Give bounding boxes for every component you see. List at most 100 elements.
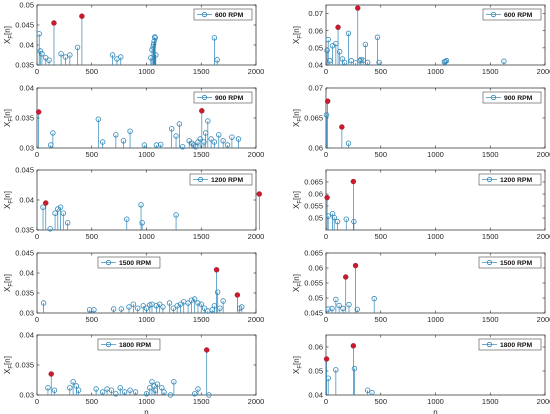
highlight-point	[35, 109, 42, 115]
data-point	[127, 387, 133, 393]
data-point	[93, 386, 99, 392]
data-point	[118, 306, 125, 312]
y-axis-label: XF[n]	[3, 109, 15, 127]
x-tick-label: 1000	[427, 397, 444, 406]
data-point	[46, 57, 52, 63]
y-axis-label-tail: [n]	[3, 109, 12, 118]
chart-r600: 0 500 1000 1500 2000 0.04 0.05 0.06 0.07 XF[n] 600…	[292, 4, 550, 76]
data-point	[325, 306, 331, 312]
legend-marker	[201, 94, 208, 101]
data-point	[160, 304, 166, 310]
y-axis-label-subscript: F	[298, 283, 304, 287]
data-point	[176, 121, 183, 127]
x-tick-label: 0	[35, 315, 39, 324]
x-tick-label: 2000	[537, 315, 550, 324]
data-point	[185, 300, 191, 306]
legend-label: 1200 RPM	[211, 177, 243, 184]
data-point	[217, 305, 223, 311]
y-tick-label: 0.055	[304, 202, 323, 211]
chart-l900: 0 500 1000 1500 2000 0.03 0.035 0.04 XF[n] 900 RP…	[3, 84, 264, 159]
data-point	[45, 385, 51, 391]
data-point	[39, 51, 45, 57]
data-point	[75, 387, 82, 393]
data-point	[99, 389, 106, 395]
data-point	[117, 385, 123, 391]
data-point	[108, 387, 115, 393]
x-tick-label: 0	[324, 397, 328, 406]
data-point	[173, 212, 179, 218]
y-axis-label: XF[n]	[292, 356, 304, 374]
x-tick-label: 0	[35, 232, 39, 241]
y-tick-label: 0.04	[19, 331, 34, 340]
highlight-point	[350, 343, 357, 349]
data-point	[357, 58, 363, 64]
data-point	[36, 31, 42, 37]
x-tick-label: 1000	[138, 315, 155, 324]
legend-box	[193, 8, 253, 21]
x-tick-label: 0	[324, 150, 328, 159]
y-tick-label: 0.035	[15, 289, 34, 298]
y-tick-label: 0.07	[308, 9, 323, 18]
x-tick-label: 0	[35, 67, 39, 76]
x-tick-label: 0	[35, 150, 39, 159]
data-point	[211, 139, 218, 145]
x-tick-label: 1000	[138, 150, 155, 159]
data-point	[143, 391, 150, 397]
chart-l1800: 0 500 1000 1500 2000 0.03 0.035 0.04 XF[n] n 1800 …	[3, 331, 264, 414]
data-point	[171, 379, 177, 385]
y-axis-label-tail: [n]	[292, 274, 301, 283]
y-tick-label: 0.04	[308, 61, 323, 70]
x-tick-label: 0	[324, 232, 328, 241]
highlight-point	[350, 178, 357, 185]
data-point	[95, 116, 102, 122]
y-tick-label: 0.06	[308, 343, 323, 352]
legend: 1500 RPM	[97, 256, 161, 269]
data-point	[158, 141, 164, 148]
highlight-point	[213, 267, 220, 273]
highlight-point	[335, 24, 341, 30]
y-tick-label: 0.06	[308, 144, 323, 153]
data-point	[152, 34, 158, 40]
x-tick-label: 500	[85, 150, 98, 159]
y-axis-label-main: X	[3, 38, 12, 44]
data-point	[323, 112, 330, 118]
data-point	[351, 218, 357, 225]
y-tick-label: 0.03	[19, 391, 34, 400]
y-axis-label-main: X	[292, 203, 301, 209]
data-point	[150, 41, 157, 47]
y-axis-label-tail: [n]	[292, 26, 301, 35]
data-point	[195, 386, 201, 392]
y-axis-label-subscript: F	[9, 118, 15, 122]
x-tick-label: 500	[374, 150, 387, 159]
y-tick-label: 0.03	[19, 144, 34, 153]
y-axis-label-tail: [n]	[292, 191, 301, 200]
data-point	[354, 306, 360, 313]
data-point	[62, 54, 69, 60]
highlight-point	[323, 356, 330, 362]
highlight-point	[51, 20, 57, 26]
data-point	[153, 52, 159, 58]
x-tick-label: 1500	[482, 150, 499, 159]
x-tick-label: 500	[85, 315, 98, 324]
data-point	[235, 136, 242, 142]
data-point	[127, 128, 133, 134]
data-point	[345, 30, 352, 36]
data-point	[55, 206, 61, 212]
x-tick-label: 2000	[537, 150, 550, 159]
data-point	[132, 389, 139, 395]
data-point	[179, 144, 186, 150]
legend-box	[478, 173, 542, 186]
data-point	[159, 385, 165, 391]
data-point	[151, 38, 157, 44]
y-axis-label-subscript: F	[9, 283, 15, 287]
y-tick-label: 0.065	[304, 249, 323, 258]
y-tick-label: 0.045	[15, 166, 34, 175]
data-point	[167, 392, 174, 398]
data-point	[166, 300, 173, 306]
data-point	[189, 140, 195, 146]
data-point	[358, 56, 364, 63]
y-axis-label: XF[n]	[292, 274, 304, 292]
data-point	[99, 139, 106, 145]
legend-marker	[490, 94, 497, 101]
